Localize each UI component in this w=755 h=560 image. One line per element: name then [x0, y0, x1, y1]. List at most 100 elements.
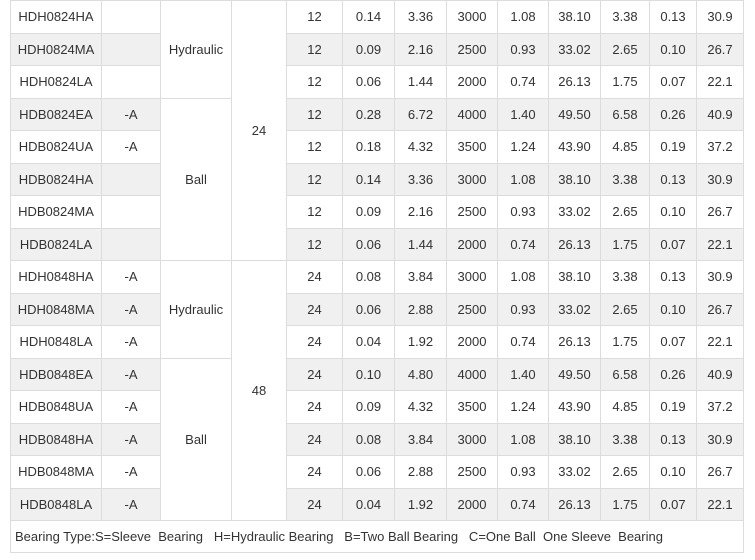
value-cell: 3000: [446, 162, 498, 196]
value-cell: 2000: [446, 227, 498, 261]
value-cell: 38.10: [548, 162, 601, 196]
table-row: HDB0848LA -A 24 0.04 1.92 2000 0.74 26.13 1.75 0.…: [10, 487, 744, 521]
value-cell: 1.75: [600, 65, 650, 99]
value-cell: 4.80: [394, 357, 447, 391]
table-row: HDB0824LA 12 0.06 1.44 2000 0.74 26.13 1.75 0.07…: [10, 227, 744, 261]
bearing-type-cell: Ball: [160, 357, 232, 521]
value-cell: 24: [286, 422, 343, 456]
value-cell: 3.38: [600, 0, 650, 34]
value-cell: 12: [286, 97, 343, 131]
value-cell: 0.13: [649, 422, 697, 456]
value-cell: 49.50: [548, 357, 601, 391]
model-cell: HDB0824LA: [10, 227, 102, 261]
bearing-type-cell: Ball: [160, 97, 232, 261]
suffix-cell: -A: [101, 422, 161, 456]
value-cell: 3.84: [394, 260, 447, 294]
value-cell: 0.09: [342, 390, 395, 424]
value-cell: 43.90: [548, 130, 601, 164]
value-cell: 0.14: [342, 162, 395, 196]
value-cell: 0.06: [342, 227, 395, 261]
value-cell: 0.28: [342, 97, 395, 131]
value-cell: 40.9: [696, 97, 744, 131]
value-cell: 1.08: [497, 422, 549, 456]
suffix-cell: -A: [101, 97, 161, 131]
value-cell: 3000: [446, 0, 498, 34]
value-cell: 26.7: [696, 292, 744, 326]
value-cell: 22.1: [696, 65, 744, 99]
value-cell: 0.93: [497, 455, 549, 489]
value-cell: 3000: [446, 260, 498, 294]
suffix-cell: -A: [101, 390, 161, 424]
value-cell: 0.74: [497, 65, 549, 99]
value-cell: 2500: [446, 455, 498, 489]
table-row: HDB0848EA -A Ball 24 0.10 4.80 4000 1.40 49.50 6.…: [10, 357, 744, 521]
table-row: HDH0848LA -A 24 0.04 1.92 2000 0.74 26.13 1.75 0.…: [10, 325, 744, 359]
value-cell: 1.24: [497, 130, 549, 164]
suffix-cell: [101, 32, 161, 66]
value-cell: 33.02: [548, 195, 601, 229]
value-cell: 1.40: [497, 97, 549, 131]
value-cell: 1.75: [600, 487, 650, 521]
suffix-cell: [101, 0, 161, 34]
model-cell: HDH0824MA: [10, 32, 102, 66]
suffix-cell: -A: [101, 130, 161, 164]
value-cell: 0.09: [342, 32, 395, 66]
value-cell: 2.65: [600, 195, 650, 229]
value-cell: 0.74: [497, 227, 549, 261]
table-row: HDB0848UA -A 24 0.09 4.32 3500 1.24 43.90 4.85 0.…: [10, 390, 744, 424]
model-cell: HDB0824EA: [10, 97, 102, 131]
value-cell: 3.38: [600, 162, 650, 196]
value-cell: 12: [286, 32, 343, 66]
model-cell: HDH0848LA: [10, 325, 102, 359]
value-cell: 0.10: [649, 455, 697, 489]
value-cell: 2500: [446, 195, 498, 229]
value-cell: 0.13: [649, 0, 697, 34]
value-cell: 0.10: [342, 357, 395, 391]
value-cell: 0.10: [649, 195, 697, 229]
value-cell: 2000: [446, 65, 498, 99]
model-cell: HDB0848HA: [10, 422, 102, 456]
value-cell: 0.93: [497, 292, 549, 326]
value-cell: 0.10: [649, 32, 697, 66]
value-cell: 30.9: [696, 162, 744, 196]
value-cell: 24: [286, 357, 343, 391]
value-cell: 0.74: [497, 487, 549, 521]
value-cell: 4.85: [600, 390, 650, 424]
value-cell: 6.58: [600, 97, 650, 131]
table-wrap: HDH0824HA Hydraulic 24 12 0.14 3.36 3000 1.08 38…: [10, 0, 744, 553]
value-cell: 2500: [446, 292, 498, 326]
value-cell: 0.13: [649, 260, 697, 294]
value-cell: 12: [286, 162, 343, 196]
footer-row: Bearing Type:S=Sleeve Bearing H=Hydrauli…: [10, 520, 744, 553]
value-cell: 0.08: [342, 422, 395, 456]
value-cell: 0.09: [342, 195, 395, 229]
value-cell: 24: [286, 325, 343, 359]
table-row: HDB0824UA -A 12 0.18 4.32 3500 1.24 43.90 4.85 0.…: [10, 130, 744, 164]
value-cell: 2000: [446, 325, 498, 359]
suffix-cell: [101, 162, 161, 196]
value-cell: 12: [286, 195, 343, 229]
value-cell: 26.13: [548, 227, 601, 261]
model-cell: HDB0824HA: [10, 162, 102, 196]
model-cell: HDH0848HA: [10, 260, 102, 294]
value-cell: 26.13: [548, 325, 601, 359]
value-cell: 4.85: [600, 130, 650, 164]
value-cell: 6.72: [394, 97, 447, 131]
value-cell: 0.19: [649, 130, 697, 164]
value-cell: 3.84: [394, 422, 447, 456]
value-cell: 3.38: [600, 260, 650, 294]
value-cell: 2.88: [394, 455, 447, 489]
voltage-cell: 24: [231, 0, 287, 261]
value-cell: 2.65: [600, 32, 650, 66]
value-cell: 22.1: [696, 227, 744, 261]
value-cell: 2000: [446, 487, 498, 521]
value-cell: 26.13: [548, 65, 601, 99]
model-cell: HDB0848UA: [10, 390, 102, 424]
value-cell: 24: [286, 487, 343, 521]
table-row: HDH0824LA 12 0.06 1.44 2000 0.74 26.13 1.75 0.07…: [10, 65, 744, 99]
model-cell: HDH0824HA: [10, 0, 102, 34]
value-cell: 1.44: [394, 227, 447, 261]
value-cell: 0.26: [649, 357, 697, 391]
value-cell: 0.10: [649, 292, 697, 326]
